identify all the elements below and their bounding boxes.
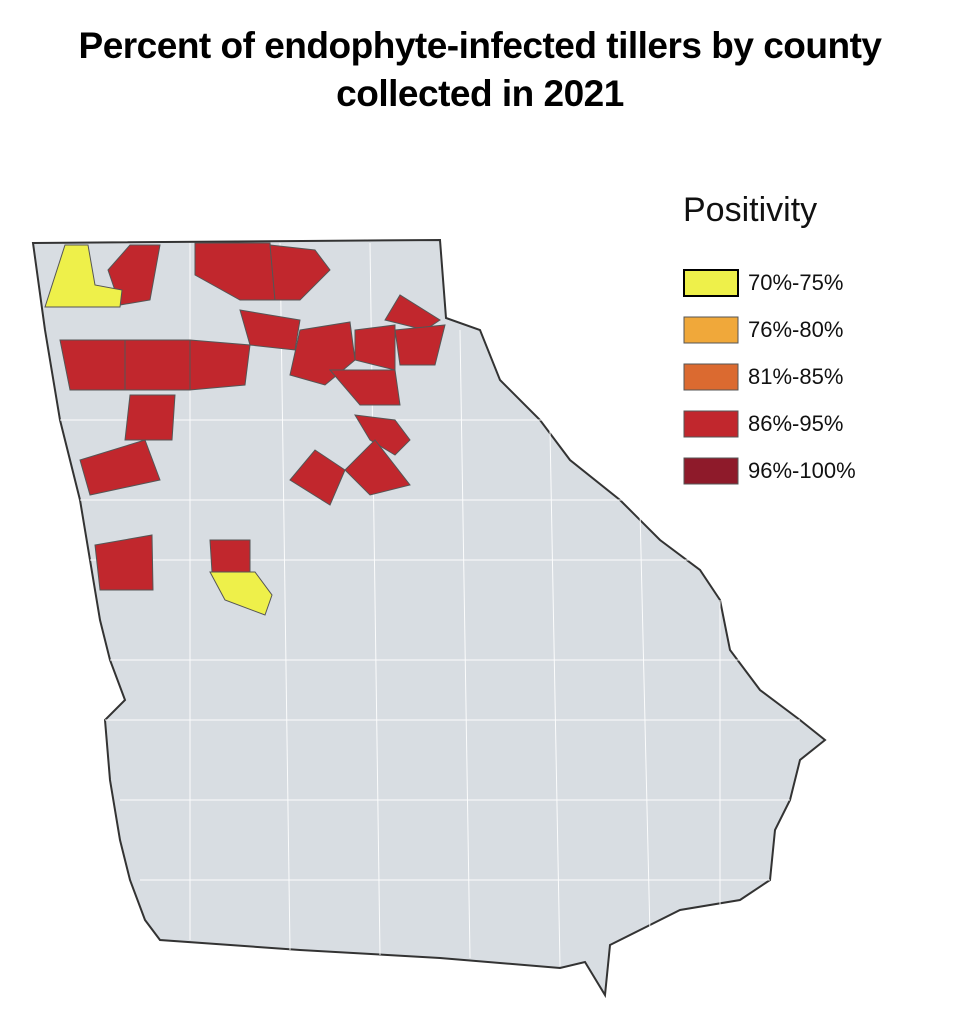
county [209,571,273,616]
county [344,439,411,496]
title: Percent of endophyte-infected tillers by… [78,25,882,114]
county [384,294,441,331]
legend-swatch [683,457,739,485]
state-outline [31,238,827,999]
county [328,369,401,406]
county [209,539,251,573]
county [124,394,176,441]
legend-label: 96%-100% [748,458,856,483]
legend-label: 70%-75% [748,270,843,295]
legend-label: 81%-85% [748,364,843,389]
legend-swatch [683,269,739,297]
county-borders [60,242,800,967]
infected-counties [44,242,446,616]
county [44,244,123,308]
legend-title: Positivity [683,191,817,229]
legend: Positivity 70%-75% 76%-80% 81%-85% 86%-95% 9… [683,191,856,485]
county [79,439,161,496]
county [194,242,276,301]
county [124,339,191,391]
county [269,244,331,301]
legend-swatch [683,316,739,344]
county [239,309,301,351]
legend-label: 86%-95% [748,411,843,436]
legend-label: 76%-80% [748,317,843,342]
legend-swatch [683,410,739,438]
county [394,324,446,366]
county [354,414,411,456]
county [59,339,126,391]
legend-swatch [683,363,739,391]
county [94,534,154,591]
county [189,339,251,391]
